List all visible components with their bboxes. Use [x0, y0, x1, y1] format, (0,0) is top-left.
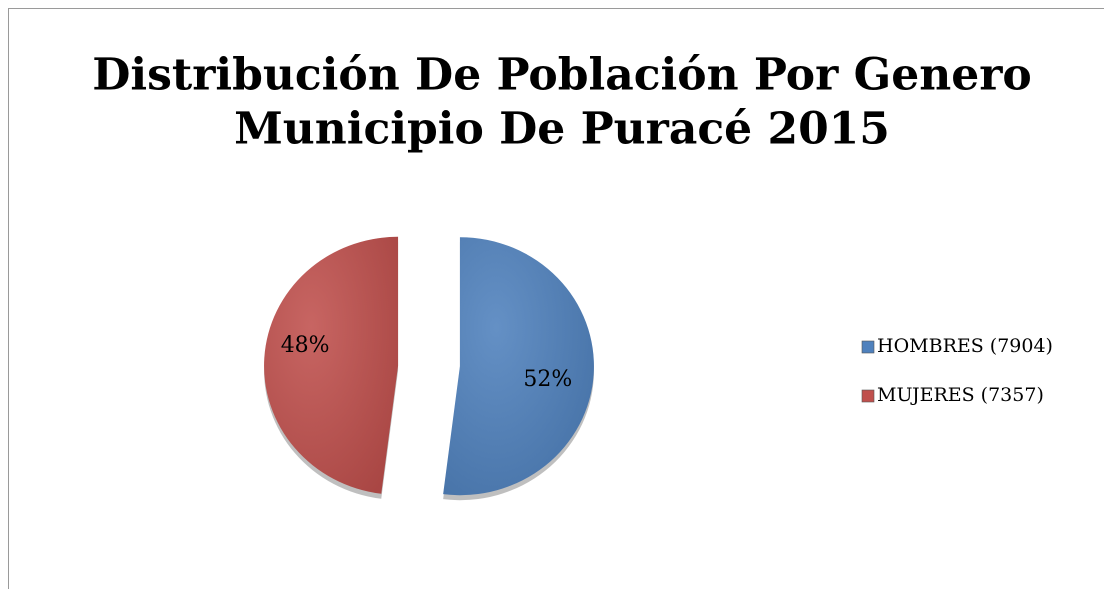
chart-frame — [8, 8, 1104, 589]
legend-swatch — [861, 389, 875, 403]
pie-slice-shade — [443, 237, 594, 496]
legend-swatch — [861, 340, 875, 354]
chart-title: Distribución De Población Por Genero — [92, 50, 1032, 101]
data-label: 52% — [523, 367, 572, 392]
data-label: 48% — [281, 333, 330, 358]
legend-label: HOMBRES (7904) — [877, 335, 1053, 357]
legend-label: MUJERES (7357) — [877, 384, 1044, 406]
pie-slice-shade — [264, 236, 399, 494]
chart-title: Municipio De Puracé 2015 — [234, 104, 890, 155]
